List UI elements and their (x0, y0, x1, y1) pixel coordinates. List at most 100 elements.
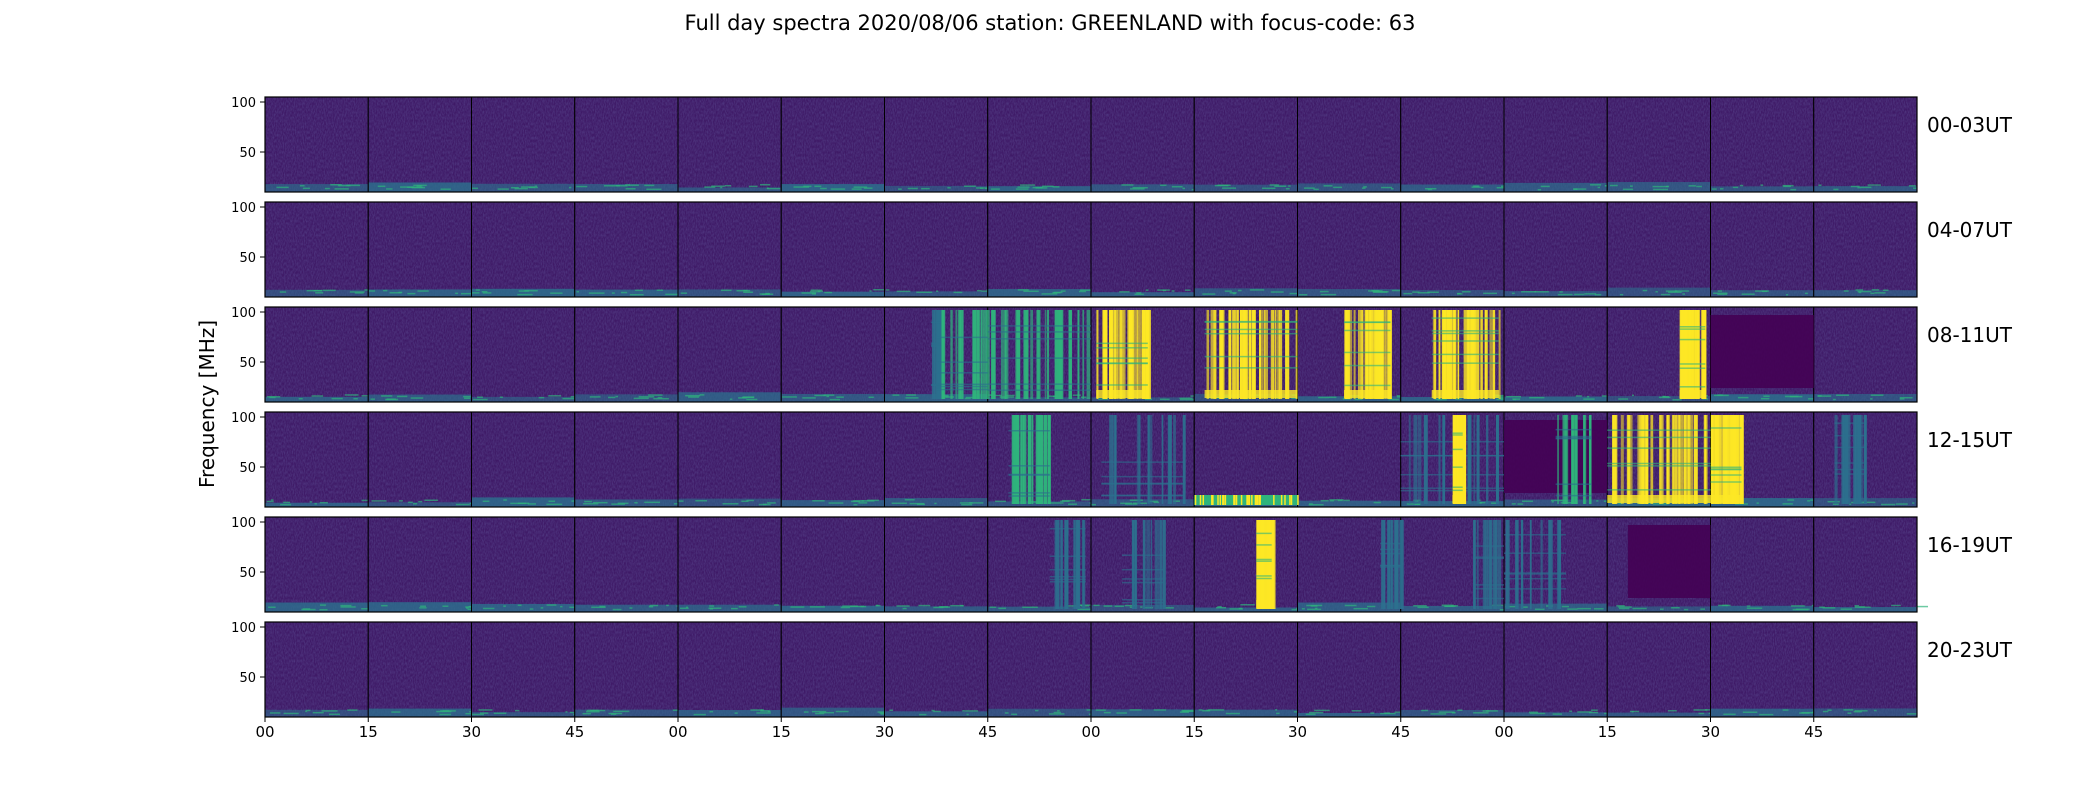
burst-activity (1096, 310, 1151, 399)
x-tick-label: 15 (1598, 723, 1617, 741)
row-label: 04-07UT (1927, 218, 2012, 242)
spectrum-panel (367, 96, 472, 193)
x-tick-label: 30 (1288, 723, 1307, 741)
spectrum-panel (471, 411, 588, 508)
spectrum-panel (264, 306, 377, 403)
burst-activity (1710, 415, 1744, 504)
burst-activity (1101, 415, 1186, 504)
row-label: 20-23UT (1927, 638, 2012, 662)
y-tick-label: 100 (231, 411, 256, 426)
row-frame (264, 96, 1918, 193)
spectrum-panel (1090, 96, 1202, 193)
spectrum-panel (884, 621, 991, 718)
burst-activity (987, 310, 1091, 399)
chart-title: Full day spectra 2020/08/06 station: GRE… (684, 11, 1416, 35)
x-tick-label: 00 (1494, 723, 1513, 741)
y-tick-label: 50 (239, 251, 256, 266)
spectrum-panel (780, 516, 885, 613)
burst-activity (1504, 420, 1608, 493)
spectrum-panel (367, 201, 477, 298)
burst-activity (1194, 495, 1299, 505)
spectrum-panel (471, 621, 585, 718)
y-tick-label: 50 (239, 356, 256, 371)
spectrum-panel (471, 306, 590, 403)
x-tick-label: 45 (1804, 723, 1823, 741)
y-axis-label: Frequency [MHz] (195, 320, 219, 488)
spectrum-panel (1710, 516, 1821, 613)
x-tick-label: 15 (359, 723, 378, 741)
spectrum-panel (1710, 201, 1815, 298)
spectrum-panel (677, 411, 782, 508)
spectrum-panel (574, 516, 679, 613)
spectrum-panel (574, 411, 679, 508)
y-tick-label: 50 (239, 671, 256, 686)
spectrum-panel (677, 621, 782, 718)
spectrum-panel (1193, 201, 1304, 298)
burst-activity (1627, 525, 1711, 598)
spectrum-panel (1297, 96, 1402, 193)
spectrum-panel (780, 306, 885, 403)
spectrum-panel (884, 96, 998, 193)
row-label: 08-11UT (1927, 323, 2012, 347)
spectrum-panel (1503, 516, 1608, 613)
spectrum-panel (884, 516, 989, 613)
spectrum-panel (264, 96, 369, 193)
spectrum-panel (264, 621, 369, 718)
row-frame (264, 516, 1918, 613)
y-tick-label: 100 (231, 96, 256, 111)
spectrum-panel (1813, 201, 1918, 298)
burst-activity (1400, 415, 1504, 504)
burst-activity (936, 310, 991, 399)
y-tick-label: 100 (231, 516, 256, 531)
spectrum-panel (264, 411, 374, 508)
spectrum-panel (780, 96, 885, 193)
spectrum-panel (1813, 621, 1918, 718)
spectrum-panel (1606, 621, 1725, 718)
spectrum-panel (1297, 411, 1402, 508)
burst-activity (1380, 520, 1404, 609)
burst-activity (1343, 310, 1392, 399)
burst-activity (1504, 520, 1566, 609)
y-tick-label: 100 (231, 201, 256, 216)
spectrum-panel (1090, 516, 1195, 613)
spectrum-panel (1503, 201, 1608, 298)
x-tick-label: 30 (462, 723, 481, 741)
x-tick-label: 30 (875, 723, 894, 741)
burst-activity (1834, 415, 1867, 504)
spectrum-panel (1090, 621, 1195, 718)
spectrum-panel (1503, 96, 1617, 193)
spectrum-panel (780, 621, 892, 718)
spectrum-panel (574, 96, 679, 193)
y-tick-label: 100 (231, 306, 256, 321)
spectrum-panel (987, 201, 1093, 298)
burst-activity (1008, 415, 1051, 504)
spectrum-panel (574, 306, 679, 403)
spectrum-panel (1297, 201, 1407, 298)
y-tick-label: 50 (239, 566, 256, 581)
spectrum-panel (677, 96, 782, 193)
spectrum-panel (1090, 411, 1195, 508)
spectrum-panel (1813, 96, 1918, 193)
spectrum-panel (1400, 201, 1505, 298)
spectrum-panel (1297, 621, 1407, 718)
spectrum-panel (1193, 516, 1312, 613)
spectrum-panel (677, 201, 782, 298)
spectrum-panel (677, 306, 782, 403)
spectrum-panel (1503, 621, 1618, 718)
x-tick-label: 45 (1391, 723, 1410, 741)
y-tick-label: 50 (239, 146, 256, 161)
spectrum-panel (574, 621, 688, 718)
spectrum-panel (987, 621, 1098, 718)
x-tick-label: 15 (772, 723, 791, 741)
spectrum-panel (1606, 201, 1711, 298)
spectrum-panel (1606, 96, 1711, 193)
y-tick-label: 100 (231, 621, 256, 636)
spectrum-panel (1090, 201, 1195, 298)
spectrum-panel (780, 201, 886, 298)
burst-activity (1121, 520, 1166, 609)
spectrum-panel (367, 621, 481, 718)
spectrum-panel (264, 516, 373, 613)
burst-activity (1473, 520, 1504, 609)
x-tick-label: 00 (1081, 723, 1100, 741)
x-tick-label: 45 (565, 723, 584, 741)
